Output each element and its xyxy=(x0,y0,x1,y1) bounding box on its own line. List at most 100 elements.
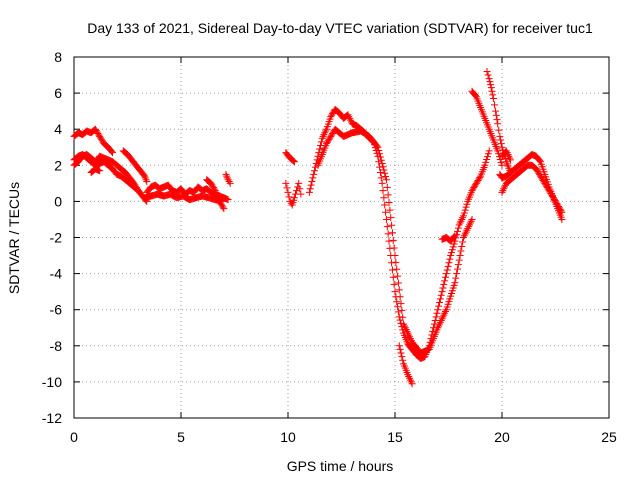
data-point xyxy=(471,182,479,190)
data-point xyxy=(471,92,479,100)
data-point xyxy=(435,302,443,310)
data-point xyxy=(436,295,444,303)
data-point xyxy=(506,154,514,162)
data-point xyxy=(225,178,233,186)
data-point xyxy=(324,137,332,145)
data-point xyxy=(457,217,465,225)
data-point xyxy=(108,148,116,156)
data-point xyxy=(432,313,440,321)
data-point xyxy=(543,184,551,192)
data-point xyxy=(459,214,467,222)
data-series xyxy=(70,67,566,388)
data-point xyxy=(533,166,541,174)
data-point xyxy=(219,203,227,211)
data-point xyxy=(534,168,542,176)
data-point xyxy=(380,166,388,174)
data-point xyxy=(445,259,453,267)
data-point xyxy=(387,214,395,222)
data-point xyxy=(459,212,467,220)
data-point xyxy=(381,201,389,209)
data-point xyxy=(379,187,387,195)
data-point xyxy=(388,221,396,229)
data-point xyxy=(406,376,414,384)
data-point xyxy=(485,75,493,83)
data-point xyxy=(462,228,470,236)
data-point xyxy=(398,353,406,361)
y-axis-label: SDTVAR / TECUs xyxy=(6,182,22,294)
y-tick-label: -12 xyxy=(42,410,62,426)
data-point xyxy=(539,176,547,184)
data-point xyxy=(540,178,548,186)
data-point xyxy=(536,171,544,179)
data-point xyxy=(403,327,411,335)
data-point xyxy=(222,170,230,178)
data-point xyxy=(406,333,414,341)
data-point xyxy=(436,318,444,326)
data-point xyxy=(453,265,461,273)
data-point xyxy=(378,179,386,187)
data-point xyxy=(384,230,392,238)
x-tick-label: 5 xyxy=(177,429,185,445)
data-point xyxy=(501,183,509,191)
data-point xyxy=(496,132,504,140)
data-point xyxy=(328,111,336,119)
data-point xyxy=(382,172,390,180)
data-point xyxy=(385,198,393,206)
data-point xyxy=(216,199,224,207)
data-point xyxy=(468,215,476,223)
data-point xyxy=(207,179,215,187)
data-point xyxy=(316,145,324,153)
data-point xyxy=(383,183,391,191)
data-point xyxy=(505,152,513,160)
data-point xyxy=(318,134,326,142)
data-point xyxy=(437,291,445,299)
data-point xyxy=(223,172,231,180)
data-point xyxy=(538,175,546,183)
data-point xyxy=(386,206,394,214)
data-point xyxy=(376,150,384,158)
data-point xyxy=(483,153,491,161)
x-tick-label: 10 xyxy=(280,429,296,445)
data-point xyxy=(96,167,104,175)
data-point xyxy=(378,159,386,167)
y-tick-label: -4 xyxy=(50,266,63,282)
data-point xyxy=(379,163,387,171)
data-point xyxy=(546,188,554,196)
data-point xyxy=(440,311,448,319)
data-point xyxy=(143,178,151,186)
data-point xyxy=(321,129,329,137)
y-tick-label: -6 xyxy=(50,302,63,318)
data-point xyxy=(401,324,409,332)
data-point xyxy=(307,181,315,189)
data-point xyxy=(443,266,451,274)
data-point xyxy=(208,181,216,189)
y-tick-label: 6 xyxy=(54,85,62,101)
data-point xyxy=(141,174,149,182)
data-point xyxy=(142,176,150,184)
data-point xyxy=(541,179,549,187)
data-point xyxy=(309,174,317,182)
data-point xyxy=(488,87,496,95)
data-point xyxy=(383,223,391,231)
data-point xyxy=(439,313,447,321)
data-point xyxy=(297,190,305,198)
data-point xyxy=(323,138,331,146)
data-point xyxy=(406,335,414,343)
data-point xyxy=(346,116,354,124)
data-point xyxy=(498,188,506,196)
data-point xyxy=(499,187,507,195)
data-point xyxy=(438,288,446,296)
data-point xyxy=(382,208,390,216)
data-point xyxy=(393,265,401,273)
data-point xyxy=(549,192,557,200)
data-point xyxy=(462,203,470,211)
data-point xyxy=(346,114,354,122)
data-point xyxy=(458,243,466,251)
data-point xyxy=(468,187,476,195)
data-point xyxy=(455,256,463,264)
data-point xyxy=(380,194,388,202)
data-point xyxy=(470,184,478,192)
data-point xyxy=(394,303,402,311)
data-point xyxy=(556,205,564,213)
